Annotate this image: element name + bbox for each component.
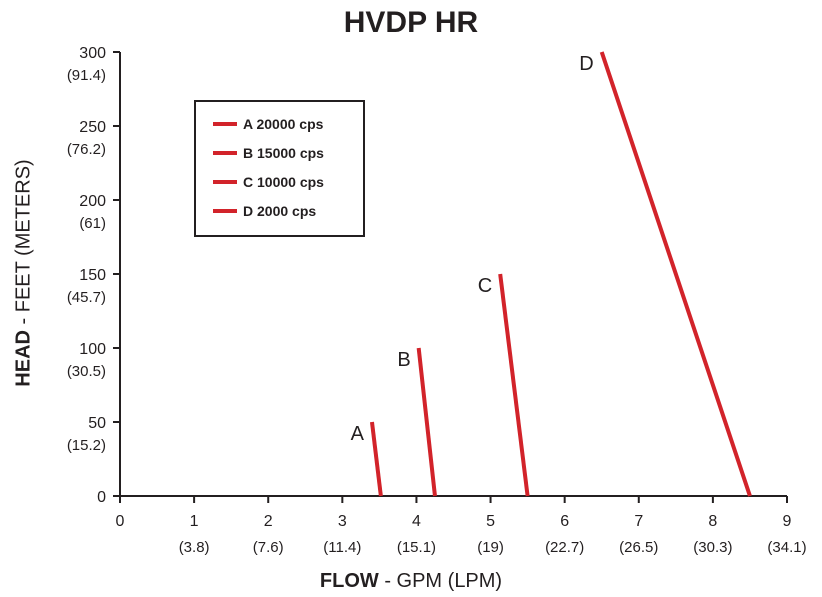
y-tick-label: 50	[88, 415, 106, 432]
y-tick-sublabel: (91.4)	[67, 67, 106, 84]
x-tick-label: 4	[412, 513, 421, 530]
x-tick-label: 3	[338, 513, 347, 530]
series-lines: A B C D	[351, 51, 752, 497]
tick-labels: 050(15.2)100(30.5)150(45.7)200(61)250(76…	[67, 45, 807, 556]
y-tick-label: 200	[79, 193, 106, 210]
y-tick-label: 100	[79, 341, 106, 358]
x-tick-sublabel: (26.5)	[619, 539, 658, 556]
x-tick-sublabel: (11.4)	[323, 539, 361, 556]
x-tick-sublabel: (22.7)	[545, 539, 584, 556]
series-line-c	[498, 273, 530, 497]
series-label-a: A	[351, 423, 365, 445]
series-line-b	[416, 347, 437, 497]
y-tick-label: 300	[79, 45, 106, 62]
y-axis-label-bold: HEAD	[12, 330, 35, 387]
x-tick-label: 1	[190, 513, 199, 530]
y-axis-label-units: - FEET (METERS)	[12, 159, 35, 331]
x-axis-label: FLOW - GPM (LPM)	[0, 570, 822, 593]
y-tick-sublabel: (61)	[79, 215, 106, 232]
y-tick-label: 150	[79, 267, 106, 284]
y-tick-sublabel: (76.2)	[67, 141, 106, 158]
legend-entry: B 15000 cps	[243, 145, 324, 161]
x-tick-sublabel: (7.6)	[253, 539, 284, 556]
legend-box	[194, 100, 365, 237]
y-axis-label: HEAD - FEET (METERS)	[13, 159, 36, 386]
y-tick-sublabel: (45.7)	[67, 289, 106, 306]
x-tick-sublabel: (19)	[477, 539, 504, 556]
y-tick-label: 250	[79, 119, 106, 136]
series-label-c: C	[478, 275, 492, 297]
legend-entry: C 10000 cps	[243, 174, 324, 190]
y-tick-sublabel: (30.5)	[67, 363, 106, 380]
x-tick-sublabel: (3.8)	[179, 539, 210, 556]
x-tick-label: 5	[486, 513, 495, 530]
chart-title: HVDP HR	[343, 6, 479, 39]
x-tick-label: 8	[708, 513, 717, 530]
x-tick-label: 0	[116, 513, 125, 530]
series-label-b: B	[397, 349, 410, 371]
x-tick-label: 9	[783, 513, 792, 530]
y-tick-label: 0	[97, 489, 106, 506]
x-tick-sublabel: (30.3)	[693, 539, 732, 556]
x-tick-sublabel: (34.1)	[767, 539, 806, 556]
legend: A 20000 cps B 15000 cps C 10000 cps D 2000 …	[194, 100, 365, 237]
series-line-d	[599, 51, 752, 497]
x-tick-label: 2	[264, 513, 273, 530]
series-label-d: D	[579, 53, 593, 75]
x-tick-sublabel: (15.1)	[397, 539, 436, 556]
legend-entry: A 20000 cps	[243, 116, 324, 132]
x-tick-label: 7	[634, 513, 643, 530]
x-tick-label: 6	[560, 513, 569, 530]
x-axis-label-units: - GPM (LPM)	[378, 570, 503, 592]
x-axis-label-bold: FLOW	[319, 570, 379, 592]
series-line-a	[369, 421, 383, 497]
y-tick-sublabel: (15.2)	[67, 437, 106, 454]
axes	[113, 51, 788, 503]
legend-entry: D 2000 cps	[243, 203, 316, 219]
